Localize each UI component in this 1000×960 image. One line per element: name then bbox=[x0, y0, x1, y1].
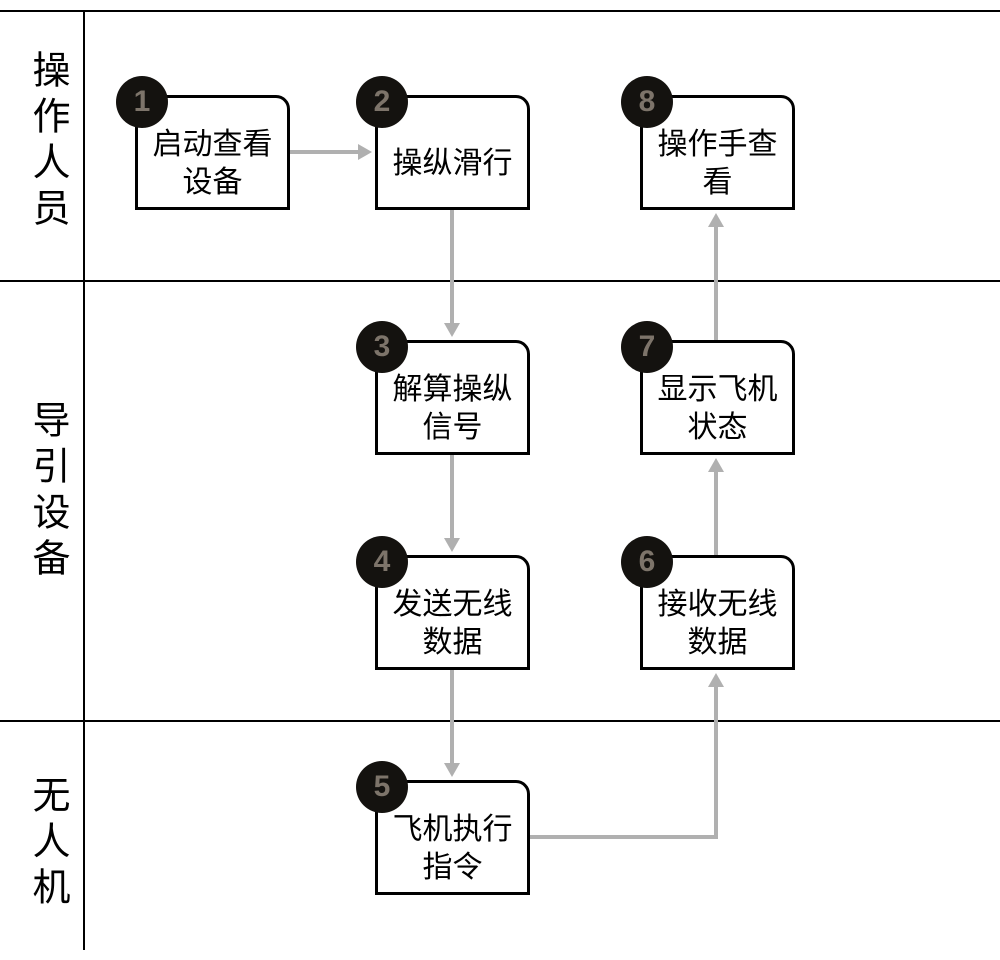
edge-n4-n5 bbox=[450, 670, 454, 765]
lane-label-operator: 操作人员 bbox=[20, 50, 75, 234]
lane-label-divider-1 bbox=[83, 280, 85, 720]
lane-label-device: 导引设备 bbox=[20, 400, 75, 584]
node-7-badge: 7 bbox=[621, 321, 673, 373]
edge-n5-n6-head bbox=[708, 673, 724, 687]
lane-label-divider-2 bbox=[83, 720, 85, 950]
lane-label-uav: 无人机 bbox=[20, 775, 75, 913]
node-1-text: 启动查看设备 bbox=[138, 128, 287, 199]
node-1: 1 启动查看设备 bbox=[135, 95, 290, 210]
node-8: 8 操作手查看 bbox=[640, 95, 795, 210]
lane-divider-2 bbox=[0, 720, 1000, 722]
edge-n7-n8-head bbox=[708, 213, 724, 227]
node-8-badge: 8 bbox=[621, 76, 673, 128]
node-3-text: 解算操纵信号 bbox=[378, 373, 527, 444]
node-7: 7 显示飞机状态 bbox=[640, 340, 795, 455]
lane-label-divider-0 bbox=[83, 10, 85, 280]
edge-n6-n7-head bbox=[708, 458, 724, 472]
node-6-text: 接收无线数据 bbox=[643, 588, 792, 659]
edge-n6-n7 bbox=[714, 472, 718, 555]
node-8-text: 操作手查看 bbox=[643, 128, 792, 199]
edge-n5-n6-v bbox=[714, 687, 718, 839]
node-7-text: 显示飞机状态 bbox=[643, 373, 792, 444]
edge-n2-n3 bbox=[450, 210, 454, 325]
edge-n1-n2-head bbox=[358, 144, 372, 160]
node-2-text: 操纵滑行 bbox=[378, 128, 527, 199]
swimlane-diagram: 操作人员 导引设备 无人机 1 启动查看设备 2 操纵滑行 3 解算操纵信号 4… bbox=[0, 0, 1000, 960]
lane-divider-1 bbox=[0, 280, 1000, 282]
node-5: 5 飞机执行指令 bbox=[375, 780, 530, 895]
node-6-badge: 6 bbox=[621, 536, 673, 588]
edge-n1-n2 bbox=[290, 150, 360, 154]
node-4: 4 发送无线数据 bbox=[375, 555, 530, 670]
edge-n2-n3-head bbox=[444, 323, 460, 337]
node-1-badge: 1 bbox=[116, 76, 168, 128]
edge-n3-n4-head bbox=[444, 538, 460, 552]
node-5-badge: 5 bbox=[356, 761, 408, 813]
node-2: 2 操纵滑行 bbox=[375, 95, 530, 210]
edge-n3-n4 bbox=[450, 455, 454, 540]
edge-n5-n6-h bbox=[530, 835, 718, 839]
node-4-badge: 4 bbox=[356, 536, 408, 588]
node-3-badge: 3 bbox=[356, 321, 408, 373]
lane-divider-0 bbox=[0, 10, 1000, 12]
node-3: 3 解算操纵信号 bbox=[375, 340, 530, 455]
edge-n4-n5-head bbox=[444, 763, 460, 777]
node-5-text: 飞机执行指令 bbox=[378, 813, 527, 884]
edge-n7-n8 bbox=[714, 227, 718, 340]
node-6: 6 接收无线数据 bbox=[640, 555, 795, 670]
node-4-text: 发送无线数据 bbox=[378, 588, 527, 659]
node-2-badge: 2 bbox=[356, 76, 408, 128]
